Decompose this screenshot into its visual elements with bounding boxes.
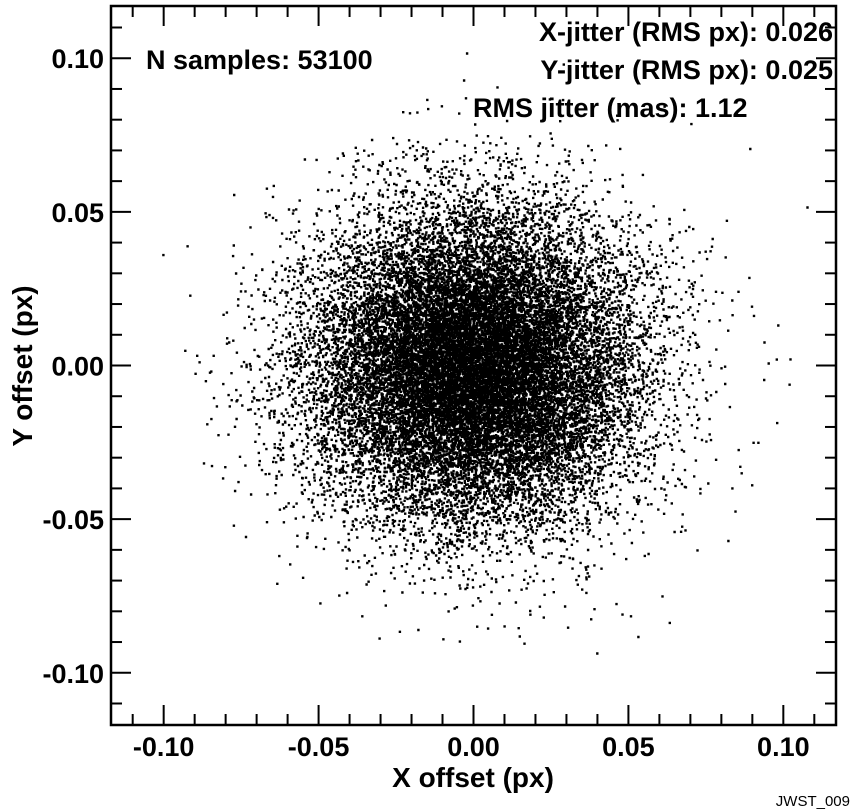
y-jitter-annotation: Y-jitter (RMS px): 0.025 (540, 55, 833, 85)
x-jitter-annotation: X-jitter (RMS px): 0.026 (539, 17, 833, 47)
x-tick-labels: -0.10 -0.05 0.00 0.05 0.10 (133, 732, 810, 762)
x-tick-label: 0.05 (602, 732, 655, 762)
y-tick-label: 0.00 (51, 352, 104, 382)
y-tick-label: -0.05 (42, 505, 104, 535)
scatter-series-0 (162, 52, 809, 655)
y-axis-title: Y offset (px) (7, 285, 38, 446)
y-tick-labels: -0.10 -0.05 0.00 0.05 0.10 (42, 44, 104, 689)
plot-frame (109, 4, 838, 727)
n-samples-annotation: N samples: 53100 (146, 45, 373, 75)
x-tick-label: 0.00 (447, 732, 500, 762)
x-tick-label: -0.10 (133, 732, 195, 762)
y-tick-label: 0.05 (51, 198, 104, 228)
x-tick-label: -0.05 (288, 732, 350, 762)
y-tick-label: 0.10 (51, 44, 104, 74)
scatter-points (162, 52, 809, 655)
x-axis-title: X offset (px) (392, 762, 554, 793)
axis-ticks (111, 6, 836, 725)
scatter-point-cloud (162, 52, 809, 655)
rms-jitter-annotation: RMS jitter (mas): 1.12 (473, 93, 748, 123)
figure-credit: JWST_009 (776, 793, 850, 810)
x-tick-label: 0.10 (757, 732, 810, 762)
y-tick-label: -0.10 (42, 659, 104, 689)
